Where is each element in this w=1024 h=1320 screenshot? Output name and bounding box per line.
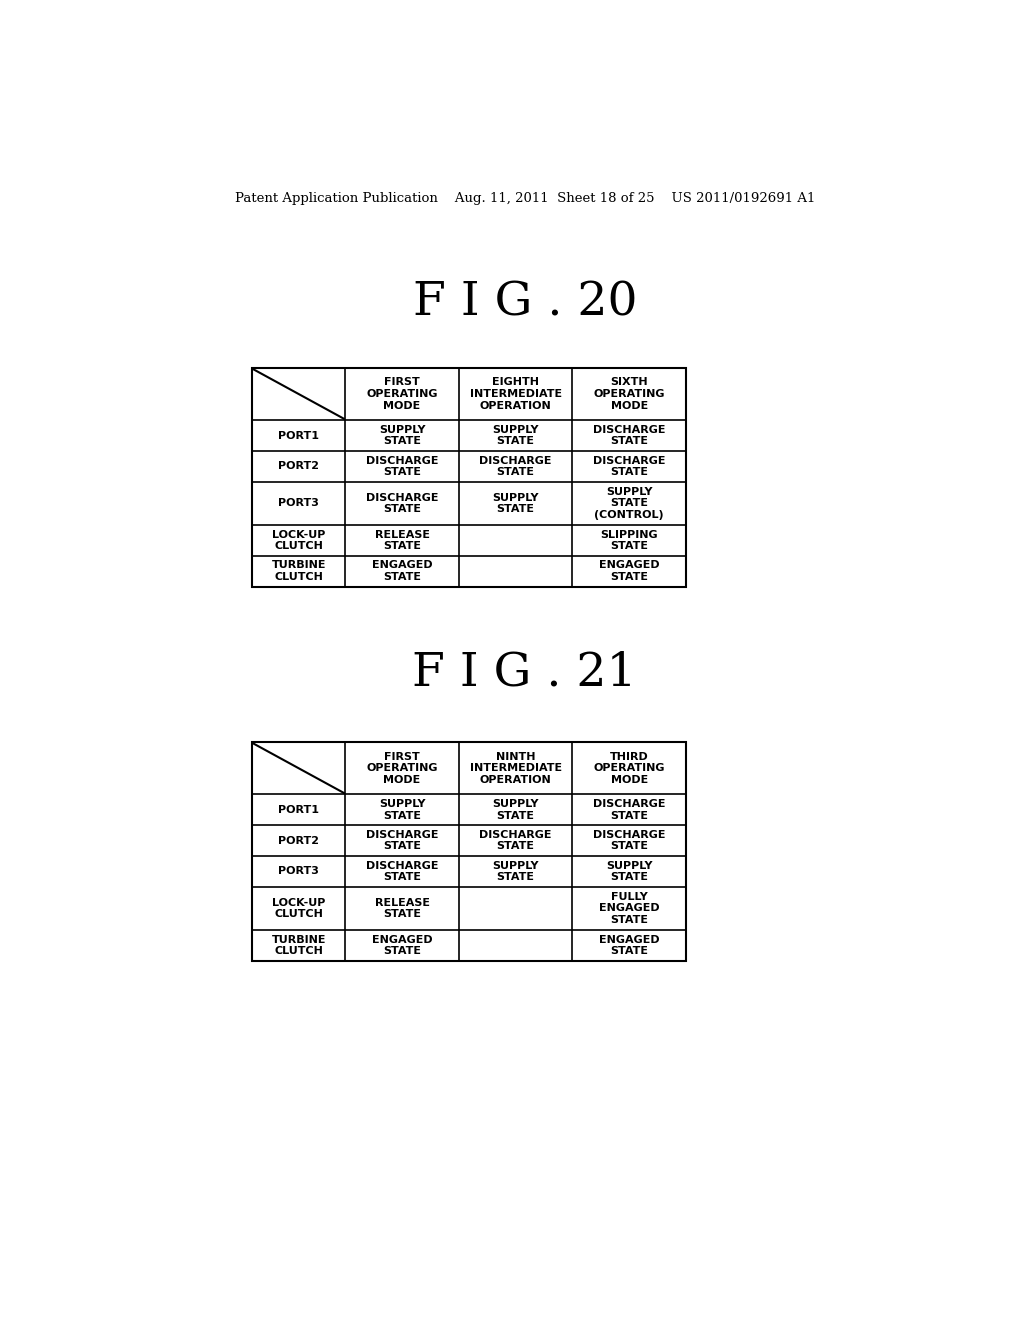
Text: THIRD
OPERATING
MODE: THIRD OPERATING MODE <box>594 751 665 785</box>
Text: LOCK-UP
CLUTCH: LOCK-UP CLUTCH <box>272 898 326 919</box>
Text: PORT2: PORT2 <box>279 462 319 471</box>
Text: SUPPLY
STATE
(CONTROL): SUPPLY STATE (CONTROL) <box>594 487 664 520</box>
Text: SUPPLY
STATE: SUPPLY STATE <box>379 799 425 821</box>
Text: SUPPLY
STATE: SUPPLY STATE <box>493 799 539 821</box>
Text: ENGAGED
STATE: ENGAGED STATE <box>372 560 432 582</box>
Text: DISCHARGE
STATE: DISCHARGE STATE <box>593 455 666 478</box>
Text: FIRST
OPERATING
MODE: FIRST OPERATING MODE <box>367 378 438 411</box>
Text: ENGAGED
STATE: ENGAGED STATE <box>372 935 432 956</box>
Text: LOCK-UP
CLUTCH: LOCK-UP CLUTCH <box>272 529 326 552</box>
Text: SUPPLY
STATE: SUPPLY STATE <box>606 861 652 882</box>
Text: DISCHARGE
STATE: DISCHARGE STATE <box>479 455 552 478</box>
Text: DISCHARGE
STATE: DISCHARGE STATE <box>593 425 666 446</box>
Text: SUPPLY
STATE: SUPPLY STATE <box>379 425 425 446</box>
Text: RELEASE
STATE: RELEASE STATE <box>375 529 430 552</box>
Text: DISCHARGE
STATE: DISCHARGE STATE <box>366 492 438 515</box>
Text: PORT1: PORT1 <box>279 805 319 814</box>
Text: ENGAGED
STATE: ENGAGED STATE <box>599 935 659 956</box>
Text: DISCHARGE
STATE: DISCHARGE STATE <box>479 830 552 851</box>
Text: ENGAGED
STATE: ENGAGED STATE <box>599 560 659 582</box>
Text: NINTH
INTERMEDIATE
OPERATION: NINTH INTERMEDIATE OPERATION <box>470 751 562 785</box>
Text: TURBINE
CLUTCH: TURBINE CLUTCH <box>271 560 326 582</box>
Text: FIRST
OPERATING
MODE: FIRST OPERATING MODE <box>367 751 438 785</box>
Text: FULLY
ENGAGED
STATE: FULLY ENGAGED STATE <box>599 892 659 925</box>
Bar <box>252 368 686 586</box>
Text: SLIPPING
STATE: SLIPPING STATE <box>600 529 658 552</box>
Text: PORT2: PORT2 <box>279 836 319 846</box>
Text: TURBINE
CLUTCH: TURBINE CLUTCH <box>271 935 326 956</box>
Text: DISCHARGE
STATE: DISCHARGE STATE <box>593 799 666 821</box>
Text: DISCHARGE
STATE: DISCHARGE STATE <box>593 830 666 851</box>
Text: SUPPLY
STATE: SUPPLY STATE <box>493 861 539 882</box>
Text: DISCHARGE
STATE: DISCHARGE STATE <box>366 830 438 851</box>
Text: Patent Application Publication    Aug. 11, 2011  Sheet 18 of 25    US 2011/01926: Patent Application Publication Aug. 11, … <box>234 191 815 205</box>
Text: PORT3: PORT3 <box>279 499 319 508</box>
Text: SUPPLY
STATE: SUPPLY STATE <box>493 425 539 446</box>
Text: SIXTH
OPERATING
MODE: SIXTH OPERATING MODE <box>594 378 665 411</box>
Text: F I G . 21: F I G . 21 <box>413 651 637 696</box>
Bar <box>252 742 686 961</box>
Text: DISCHARGE
STATE: DISCHARGE STATE <box>366 861 438 882</box>
Text: DISCHARGE
STATE: DISCHARGE STATE <box>366 455 438 478</box>
Text: PORT1: PORT1 <box>279 430 319 441</box>
Text: PORT3: PORT3 <box>279 866 319 876</box>
Text: RELEASE
STATE: RELEASE STATE <box>375 898 430 919</box>
Text: F I G . 20: F I G . 20 <box>413 281 637 326</box>
Text: EIGHTH
INTERMEDIATE
OPERATION: EIGHTH INTERMEDIATE OPERATION <box>470 378 562 411</box>
Text: SUPPLY
STATE: SUPPLY STATE <box>493 492 539 515</box>
